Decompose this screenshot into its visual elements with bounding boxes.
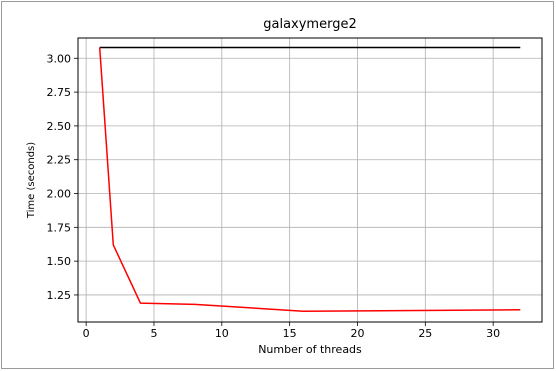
y-tick-label: 2.00 bbox=[47, 188, 72, 201]
grid bbox=[78, 38, 542, 322]
plot-area-border bbox=[77, 37, 543, 323]
y-tick-label: 2.25 bbox=[47, 154, 72, 167]
x-tick-label: 20 bbox=[350, 327, 364, 340]
y-tick-label: 3.00 bbox=[47, 52, 72, 65]
x-tick-label: 15 bbox=[283, 327, 297, 340]
y-tick-label: 2.75 bbox=[47, 86, 72, 99]
x-tick-label: 30 bbox=[486, 327, 500, 340]
series-layer bbox=[98, 46, 521, 312]
ticks: 0 5 10 15 20 25 30 1.25 1.50 1.75 2.00 2.25 2.50 2.75… bbox=[47, 52, 501, 340]
y-axis-label: Time (seconds) bbox=[26, 142, 37, 219]
y-tick-label: 1.25 bbox=[47, 289, 72, 302]
x-axis-label: Number of threads bbox=[258, 343, 362, 356]
y-tick-label: 1.50 bbox=[47, 255, 72, 268]
x-tick-label: 5 bbox=[150, 327, 157, 340]
chart-title: galaxymerge2 bbox=[263, 17, 356, 32]
y-tick-label: 1.75 bbox=[47, 221, 72, 234]
y-tick-label: 2.50 bbox=[47, 120, 72, 133]
x-tick-label: 10 bbox=[215, 327, 229, 340]
x-tick-label: 0 bbox=[83, 327, 90, 340]
x-tick-label: 25 bbox=[418, 327, 432, 340]
series-line-2 bbox=[98, 47, 521, 312]
